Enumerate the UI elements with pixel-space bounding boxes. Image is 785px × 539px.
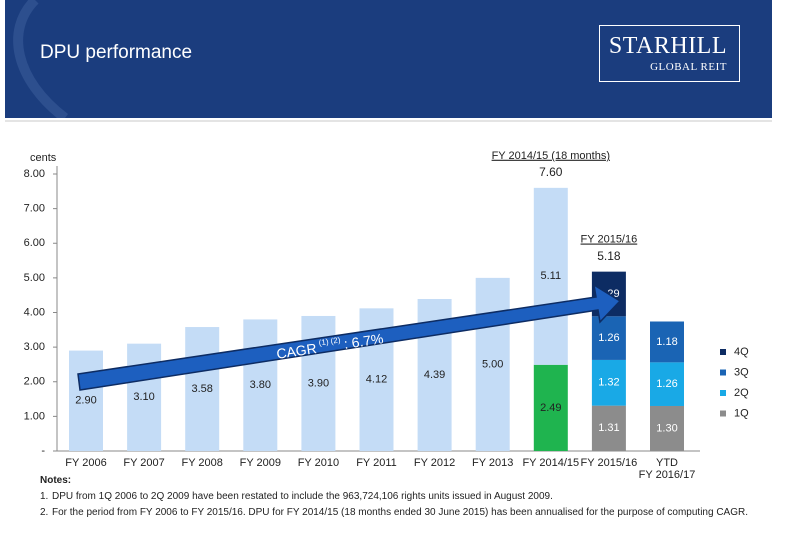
period-header: FY 2014/15 (18 months) <box>492 150 610 162</box>
bar-segment <box>650 362 684 406</box>
legend-label: 1Q <box>734 407 749 419</box>
value-label: 1.31 <box>598 422 619 434</box>
x-tick-label: FY 2009 <box>239 457 281 469</box>
value-label: 1.26 <box>598 332 619 344</box>
x-tick-label: FY 2010 <box>297 457 340 469</box>
notes-title: Notes: <box>40 475 72 486</box>
legend-swatch <box>720 390 726 396</box>
value-label: 1.26 <box>656 378 677 390</box>
total-label: 5.18 <box>597 249 621 263</box>
x-tick-label: FY 2014/15 <box>522 457 580 469</box>
y-tick-label: 6.00 <box>24 237 45 249</box>
y-tick-label: 1.00 <box>24 410 45 422</box>
y-tick-label: 8.00 <box>24 168 45 180</box>
value-label: 3.80 <box>250 379 271 391</box>
cagr-label: CAGR <box>275 340 317 362</box>
legend-label: 4Q <box>734 346 749 358</box>
legend-label: 2Q <box>734 387 749 399</box>
y-tick-label: 5.00 <box>24 272 45 284</box>
title: DPU performance <box>40 42 193 63</box>
legend-swatch <box>720 349 726 355</box>
x-tick-label: FY 2008 <box>181 457 223 469</box>
value-label: 2.49 <box>540 402 561 414</box>
bar-segment <box>533 187 568 365</box>
cagr-arrow <box>77 283 622 391</box>
note-number: 1. <box>40 491 49 502</box>
x-tick-label: FY 2011 <box>356 457 397 469</box>
bar-segment <box>475 277 510 451</box>
y-tick-label: 7.00 <box>24 203 45 215</box>
bar-segment <box>243 319 278 451</box>
value-label: 1.18 <box>656 336 677 348</box>
bar-segment <box>69 350 103 451</box>
value-label: 4.12 <box>366 374 387 386</box>
header: DPU performance STARHILL GLOBAL REIT <box>5 0 772 118</box>
y-tick-label: 4.00 <box>24 306 45 318</box>
total-label: 7.60 <box>539 165 563 179</box>
bar-segment <box>533 364 568 451</box>
value-label: 3.58 <box>191 383 212 395</box>
logo-name: STARHILL <box>608 33 727 59</box>
bar-segment <box>650 405 684 451</box>
x-tick-label: YTD FY 2016/17 <box>638 457 696 481</box>
y-tick-label: 3.00 <box>24 341 45 353</box>
bar-segment <box>591 359 626 406</box>
x-tick-label: FY 2012 <box>413 457 456 469</box>
note-text: DPU from 1Q 2006 to 2Q 2009 have been re… <box>52 491 553 502</box>
y-tick-label: 2.00 <box>24 376 45 388</box>
logo: STARHILL GLOBAL REIT <box>599 25 740 82</box>
value-label: 4.39 <box>424 369 445 381</box>
bar-segment <box>127 343 162 451</box>
notes: Notes: 1. DPU from 1Q 2006 to 2Q 2009 hav… <box>40 474 760 519</box>
value-label: 3.10 <box>133 391 154 403</box>
header-decoration <box>13 0 69 118</box>
period-header: FY 2015/16 <box>581 234 638 246</box>
value-label: 5.00 <box>482 358 503 370</box>
legend-label: 3Q <box>734 366 749 378</box>
legend-swatch <box>720 410 726 417</box>
note-number: 2. <box>40 507 49 518</box>
y-axis-label: cents <box>30 152 57 164</box>
y-tick-label: - <box>41 445 45 457</box>
logo-tagline: GLOBAL REIT <box>650 61 727 73</box>
legend-swatch <box>720 369 726 376</box>
x-tick-label: FY 2007 <box>123 457 165 469</box>
bar-segment <box>591 316 626 360</box>
bar-segment <box>591 405 626 451</box>
x-tick-label: FY 2006 <box>65 457 107 469</box>
cagr-notes: (1) (2) <box>318 336 341 348</box>
cagr-value: : 6.7% <box>343 330 385 352</box>
value-label: 3.90 <box>308 377 329 389</box>
x-tick-label: FY 2013 <box>471 457 514 469</box>
note-item: 2. For the period from FY 2006 to FY 2015… <box>40 506 760 519</box>
cagr-label: CAGR(1) (2): 6.7% <box>275 329 384 361</box>
value-label: 2.90 <box>75 395 96 407</box>
note-item: 1. DPU from 1Q 2006 to 2Q 2009 have been … <box>40 490 760 503</box>
note-text: For the period from FY 2006 to FY 2015/1… <box>52 507 748 518</box>
bar-segment <box>650 321 684 363</box>
value-label: 1.30 <box>656 422 677 434</box>
bar-segment <box>185 327 220 451</box>
x-tick-label: FY 2015/16 <box>580 457 638 469</box>
value-label: 5.11 <box>541 270 562 282</box>
value-label: 1.32 <box>598 377 619 389</box>
